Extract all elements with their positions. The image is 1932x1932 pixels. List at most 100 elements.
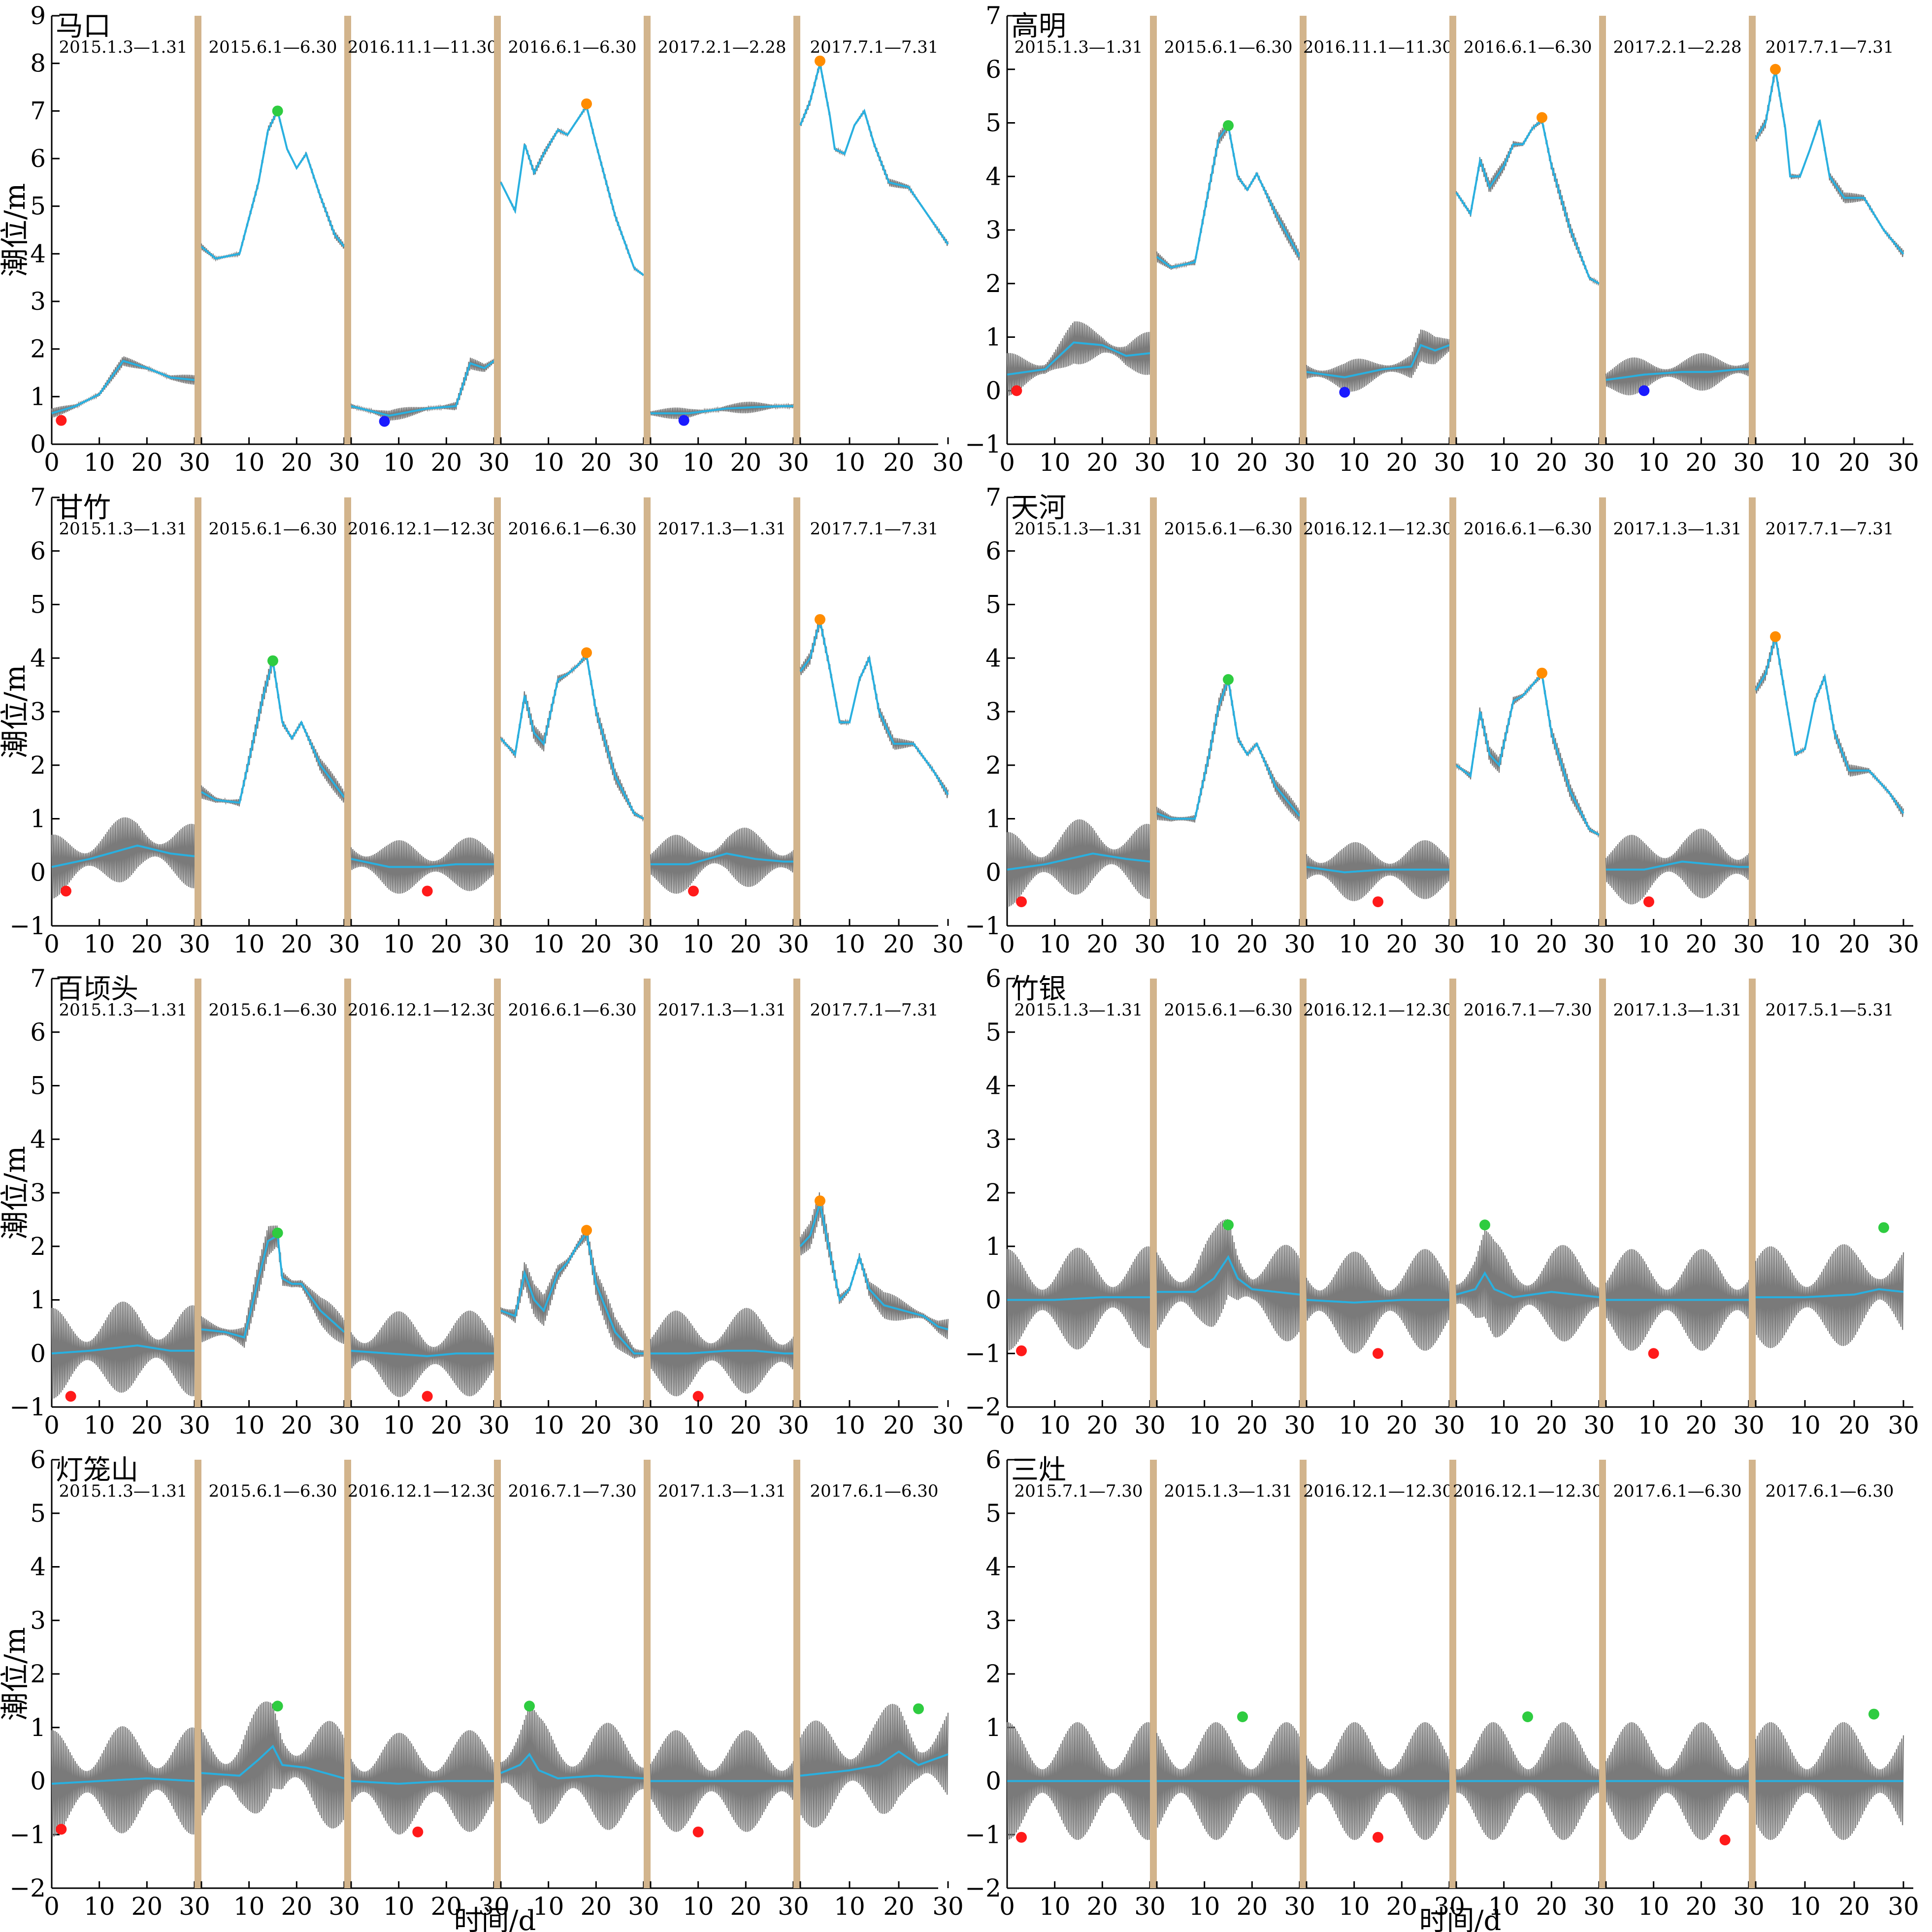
mean-tide-line [1456,1271,1600,1299]
segment-divider-bar [494,1460,501,1888]
mean-tide-line [799,63,949,245]
y-tick-label: 4 [30,1125,46,1153]
station-name: 马口 [56,10,111,42]
extreme-point-marker [1373,1348,1383,1359]
segment-period-label: 2017.7.1—7.31 [810,519,938,539]
x-tick-label: 10 [1789,448,1821,477]
extreme-point-marker [913,1703,924,1714]
y-tick-label: 0 [30,1767,46,1796]
observed-tide-line [1605,1249,1750,1351]
extreme-point-marker [581,1225,592,1236]
x-tick-label: 20 [581,1411,612,1440]
segment-period-label: 2017.2.1—2.28 [657,37,786,57]
segment-6: 2017.7.1—7.31 10 20 30 [799,519,964,958]
segment-divider-bar [1150,979,1157,1407]
segment-period-label: 2015.1.3—1.31 [1014,1000,1143,1020]
segment-1: 2015.1.3—1.31 0 10 20 30 [44,519,210,958]
segment-period-label: 2017.1.3—1.31 [657,1481,786,1501]
segment-period-label: 2015.6.1—6.30 [208,519,337,539]
x-tick-label: 30 [1134,930,1166,958]
x-tick-label: 10 [1638,448,1670,477]
segment-divider-bar [793,979,800,1407]
y-tick-label: 1 [30,805,46,833]
x-tick-label: 10 [383,1892,415,1921]
x-tick-label: 30 [628,1411,659,1440]
x-tick-label: 10 [1488,1411,1520,1440]
observed-tide-line [1605,353,1750,395]
segment-2: 2015.6.1—6.30 10 20 30 [200,1481,360,1921]
segment-period-label: 2015.6.1—6.30 [208,37,337,57]
observed-tide-line [650,827,794,894]
observed-tide-line [200,1701,345,1829]
extreme-point-marker [1770,631,1781,642]
x-tick-label: 10 [533,1892,564,1921]
x-tick-label: 30 [1888,930,1919,958]
y-tick-label: 5 [30,1072,46,1100]
y-tick-label: 6 [985,55,1001,84]
x-tick-label: 30 [1888,1892,1919,1921]
x-tick-label: 0 [44,930,60,958]
observed-tide-line [500,1706,645,1830]
y-tick-label: 3 [985,1606,1001,1635]
y-tick-label: 7 [985,1,1001,30]
mean-tide-line [799,1203,949,1331]
segment-5: 2017.2.1—2.28 10 20 30 [1605,37,1765,477]
segment-period-label: 2016.12.1—12.30 [348,519,497,539]
station-name: 三灶 [1011,1454,1066,1486]
segment-divider-bar [195,497,201,926]
segment-divider-bar [344,979,351,1407]
x-tick-label: 10 [1039,448,1071,477]
x-tick-label: 30 [778,930,809,958]
y-tick-label: 1 [985,1713,1001,1742]
y-tick-label: −1 [965,912,1001,940]
x-tick-label: 20 [1237,448,1268,477]
x-tick-label: 10 [383,448,415,477]
x-tick-label: 30 [1434,1411,1465,1440]
x-tick-label: 20 [1686,448,1717,477]
x-tick-label: 20 [1686,930,1717,958]
observed-tide-line [1156,121,1301,270]
x-tick-label: 20 [131,930,163,958]
segment-divider-bar [1599,1460,1606,1888]
segment-5: 2017.1.3—1.31 10 20 30 [650,1481,809,1921]
y-tick-label: 4 [985,1072,1001,1100]
mean-tide-line [1755,69,1904,255]
segment-period-label: 2015.1.3—1.31 [1164,1481,1292,1501]
segment-divider-bar [344,1460,351,1888]
x-tick-label: 10 [84,1411,115,1440]
extreme-point-marker [1719,1834,1731,1846]
extreme-point-marker [272,105,283,117]
x-tick-label: 20 [1838,1892,1870,1921]
y-tick-label: 7 [985,483,1001,512]
segment-2: 2015.6.1—6.30 10 20 30 [1156,519,1315,958]
extreme-point-marker [1223,674,1234,685]
mean-tide-line [351,360,495,417]
observed-tide-line [1306,329,1450,392]
observed-tide-line [1006,819,1151,907]
x-tick-label: 20 [281,1411,313,1440]
segment-divider-bar [494,979,501,1407]
mean-tide-line [500,653,644,820]
mean-tide-line [500,103,645,276]
x-tick-label: 10 [233,1411,265,1440]
segment-period-label: 2016.6.1—6.30 [508,1000,636,1020]
segment-divider-bar [1300,16,1307,444]
x-tick-label: 20 [1536,1411,1568,1440]
y-tick-label: 6 [30,1018,46,1047]
observed-tide-line [799,616,949,798]
observed-tide-line [1156,1219,1301,1342]
observed-tide-line [1006,1246,1151,1351]
x-tick-label: 10 [683,1892,714,1921]
y-axis-label: 潮位/m [0,665,32,759]
segment-period-label: 2017.7.1—7.31 [1765,519,1894,539]
segment-3: 2016.11.1—11.30 10 20 30 [1303,37,1465,477]
x-tick-label: 30 [478,448,510,477]
extreme-point-marker [1339,387,1350,398]
x-tick-label: 30 [1434,930,1465,958]
x-tick-label: 10 [533,448,564,477]
segment-period-label: 2017.2.1—2.28 [1613,37,1741,57]
x-tick-label: 30 [1434,448,1465,477]
segment-4: 2016.7.1—7.30 10 20 30 [1455,1000,1615,1440]
segment-period-label: 2015.6.1—6.30 [1164,519,1292,539]
